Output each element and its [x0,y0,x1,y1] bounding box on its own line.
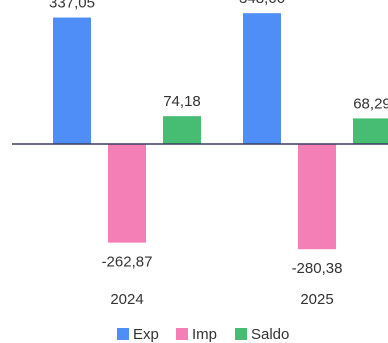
data-label-imp-2025: -280,38 [292,260,343,277]
bar-saldo-2024 [163,116,201,144]
category-label-2025: 2025 [300,291,333,308]
bar-saldo-2025 [353,118,388,144]
category-label-2024: 2024 [110,291,143,308]
legend-label-imp: Imp [192,326,217,343]
data-label-saldo-2025: 68,29 [353,95,388,112]
legend-swatch-imp [176,328,188,340]
data-label-exp-2024: 337,05 [49,0,95,12]
data-label-exp-2025: 348,66 [239,0,285,7]
bar-exp-2025 [243,13,281,144]
data-label-saldo-2024: 74,18 [163,93,201,110]
bar-imp-2024 [108,144,146,243]
legend-label-exp: Exp [133,326,159,343]
legend-swatch-saldo [235,328,247,340]
bar-exp-2024 [53,17,91,144]
legend-swatch-exp [117,328,129,340]
bar-imp-2025 [298,144,336,250]
data-label-imp-2024: -262,87 [102,254,153,271]
legend-label-saldo: Saldo [251,326,289,343]
